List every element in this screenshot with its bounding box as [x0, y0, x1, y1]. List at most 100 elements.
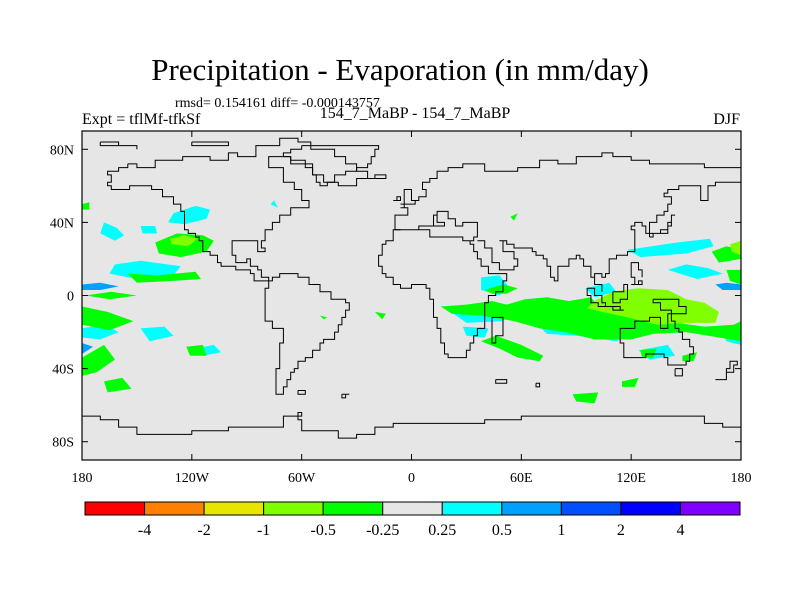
stats-subtitle: rmsd= 0.154161 diff= -0.000143757 — [175, 96, 380, 111]
coastline — [191, 141, 229, 147]
coastline — [400, 189, 416, 205]
colorbar-swatch — [203, 501, 265, 516]
contour-region — [440, 297, 741, 342]
colorbar-label: 2 — [617, 522, 625, 539]
contour-region — [82, 282, 119, 290]
colorbar-label: 4 — [676, 522, 684, 539]
axis-ticks: 80N 40N 0 40S 80S 180 120W 60W 0 60E 120E 180 — [50, 131, 752, 486]
contour-region — [169, 235, 198, 247]
x-tick-label: 180 — [72, 471, 93, 486]
y-tick-label: 80S — [52, 436, 74, 451]
coastline — [652, 298, 687, 315]
colorbar-swatch — [441, 501, 503, 516]
y-tick-label: 0 — [67, 290, 74, 305]
coastline — [491, 316, 504, 344]
coastline — [341, 393, 350, 399]
coastline — [612, 284, 628, 304]
coastline — [82, 412, 741, 439]
experiment-label: Expt = tflMf-tfkSf — [82, 111, 201, 128]
contour-region — [82, 343, 93, 354]
contour-region — [462, 326, 489, 338]
runs-label: 154_7_MaBP - 154_7_MaBP — [319, 105, 511, 122]
coastline — [619, 313, 694, 366]
coastline — [674, 368, 683, 377]
coastline — [118, 145, 138, 150]
coastline — [107, 163, 269, 282]
contour-region — [587, 288, 719, 325]
contour-region — [85, 291, 137, 300]
x-tick-label: 60W — [288, 471, 316, 486]
colorbar-swatch — [679, 501, 741, 516]
coastline — [127, 137, 369, 395]
colorbar-label: 0.5 — [492, 522, 512, 539]
contour-region — [127, 271, 201, 283]
contour-region — [726, 269, 741, 285]
contour-region — [640, 348, 657, 358]
colorbar: -4 -2 -1 -0.5 -0.25 0.25 0.5 1 2 4 — [84, 501, 741, 539]
season-label: DJF — [713, 111, 740, 128]
contour-region — [481, 335, 544, 362]
colorbar-swatch — [382, 501, 443, 516]
contour-region — [667, 264, 723, 279]
contour-region — [320, 315, 328, 320]
contour-region — [186, 344, 207, 356]
x-tick-label: 180 — [731, 471, 752, 486]
contour-fields — [82, 200, 741, 404]
colorbar-swatch — [501, 501, 562, 516]
contour-region — [510, 213, 518, 221]
x-tick-label: 0 — [408, 471, 415, 486]
coastline — [393, 196, 401, 201]
y-tick-label: 40N — [50, 216, 74, 231]
contour-region — [715, 282, 741, 290]
contour-region — [140, 326, 174, 342]
contour-region — [572, 392, 599, 404]
colorbar-label: 0.25 — [428, 522, 456, 539]
coastline — [394, 152, 741, 230]
colorbar-label: -4 — [138, 522, 151, 539]
contour-region — [82, 202, 90, 210]
contour-region — [270, 200, 278, 208]
colorbar-label: -0.5 — [311, 522, 336, 539]
coastline — [395, 210, 478, 242]
colorbar-label: 1 — [557, 522, 565, 539]
coastline — [297, 390, 306, 395]
y-tick-label: 40S — [52, 363, 74, 378]
x-tick-label: 120E — [616, 471, 646, 486]
colorbar-swatch — [560, 501, 622, 516]
colorbar-label: -0.25 — [366, 522, 399, 539]
coastlines — [82, 137, 741, 439]
y-tick-label: 80N — [50, 143, 74, 158]
colorbar-swatch — [84, 501, 146, 516]
x-tick-label: 60E — [510, 471, 533, 486]
contour-region — [627, 238, 714, 258]
contour-region — [168, 205, 211, 225]
x-tick-label: 120W — [175, 471, 210, 486]
colorbar-swatch — [144, 501, 205, 516]
colorbar-swatch — [263, 501, 324, 516]
coastline — [605, 306, 624, 311]
contour-region — [374, 311, 386, 320]
coastline — [630, 262, 643, 285]
coastline — [715, 360, 738, 381]
contour-region — [82, 344, 115, 376]
colorbar-label: -1 — [257, 522, 270, 539]
coastline — [535, 382, 541, 388]
coastline — [495, 379, 508, 384]
colorbar-swatch — [620, 501, 681, 516]
coastline — [477, 178, 741, 292]
contour-region — [730, 240, 741, 256]
coastline — [282, 145, 380, 187]
coastline — [367, 174, 387, 179]
contour-region — [622, 377, 639, 387]
chart-title: Precipitation - Evaporation (in mm/day) — [151, 52, 649, 87]
contour-region — [585, 282, 617, 298]
contour-region — [484, 284, 518, 294]
contour-region — [140, 226, 158, 234]
colorbar-label: -2 — [197, 522, 210, 539]
coastline — [378, 229, 508, 359]
contour-region — [109, 260, 181, 279]
contour-region — [82, 306, 134, 331]
colorbar-swatch — [322, 501, 384, 516]
coastline — [649, 214, 676, 238]
